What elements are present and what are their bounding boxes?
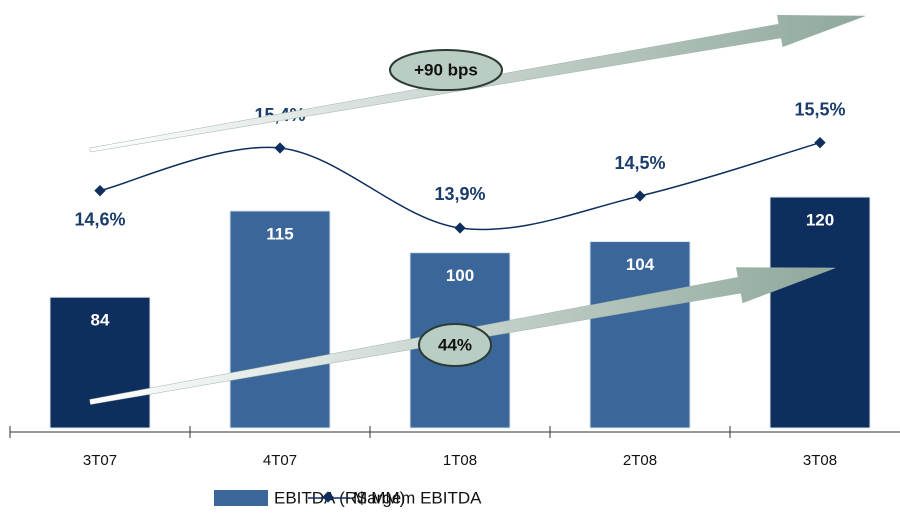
bar xyxy=(589,241,691,429)
annotation-bubble xyxy=(418,323,492,367)
annotation: +90 bps xyxy=(414,60,478,79)
x-tick-label: 3T07 xyxy=(83,452,117,469)
line-marker xyxy=(634,190,646,202)
legend-marker xyxy=(322,491,334,503)
line-marker xyxy=(94,185,106,197)
annotation-bubble xyxy=(389,49,503,91)
bar-value-label: 120 xyxy=(806,211,834,230)
bar xyxy=(769,196,871,429)
line-value-label: 15,5% xyxy=(794,99,845,119)
annotation: 44% xyxy=(438,335,472,354)
legend-label: Margem EBITDA xyxy=(353,488,482,507)
x-tick-label: 4T07 xyxy=(263,452,297,469)
bar xyxy=(229,210,331,429)
bar-value-label: 104 xyxy=(626,255,655,274)
line-value-label: 14,5% xyxy=(614,153,665,173)
bar xyxy=(49,296,151,429)
line-marker xyxy=(274,142,286,154)
x-tick-label: 3T08 xyxy=(803,452,837,469)
line-value-label: 13,9% xyxy=(434,184,485,204)
line-marker xyxy=(814,137,826,149)
bar-value-label: 100 xyxy=(446,266,474,285)
line-marker xyxy=(454,222,466,234)
x-tick-label: 2T08 xyxy=(623,452,657,469)
bar-value-label: 115 xyxy=(266,224,293,243)
bar-value-label: 84 xyxy=(91,311,110,330)
line-value-label: 14,6% xyxy=(74,209,125,229)
x-tick-label: 1T08 xyxy=(443,452,477,469)
legend-swatch xyxy=(214,490,268,506)
